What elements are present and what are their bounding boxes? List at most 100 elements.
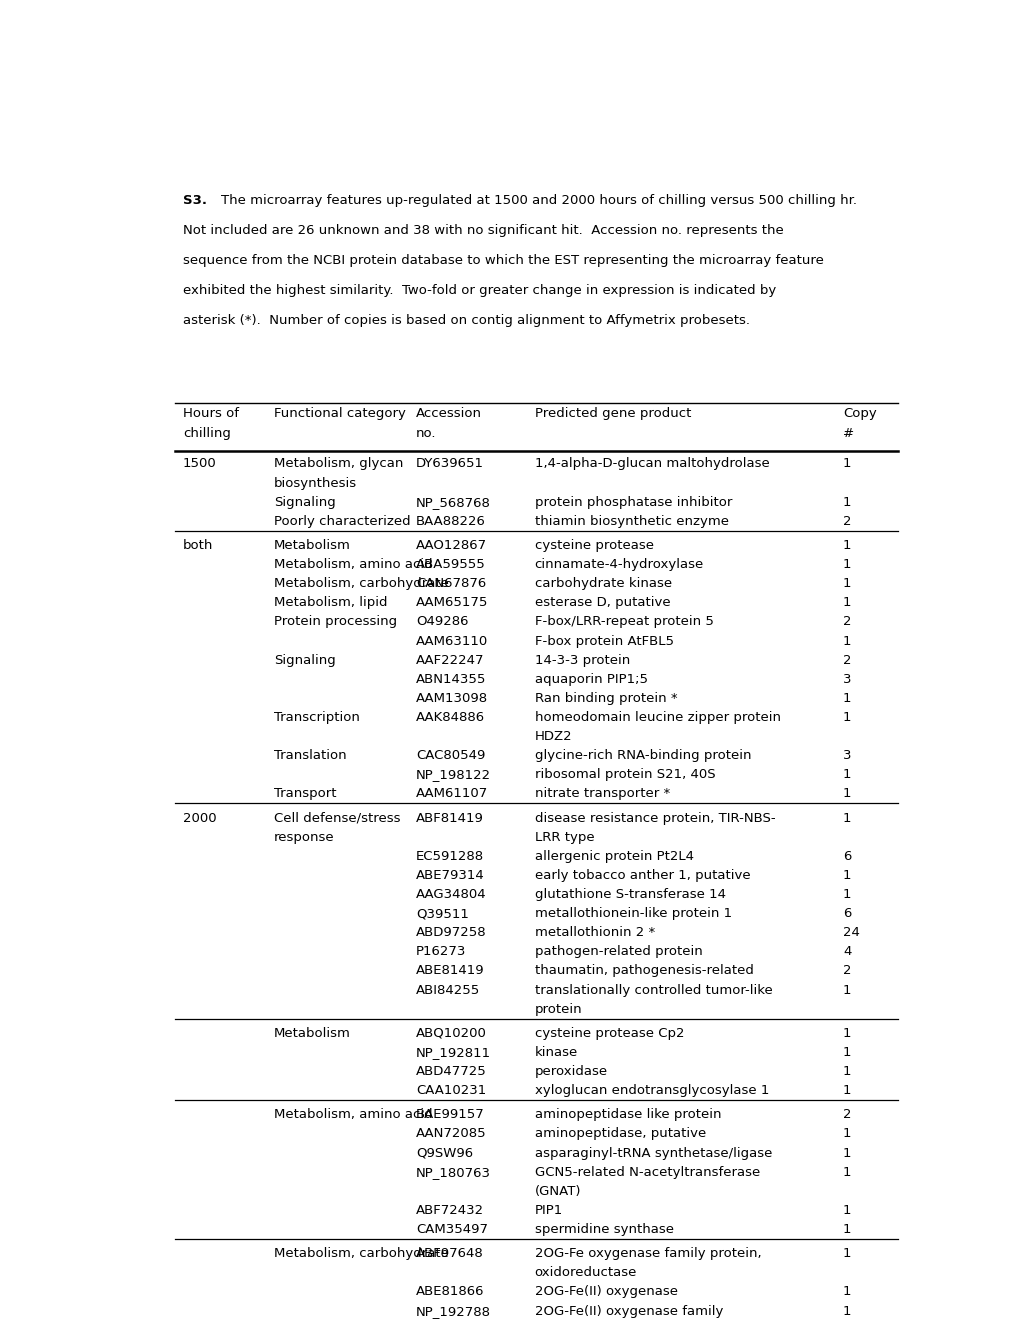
Text: CAA10231: CAA10231 [416, 1084, 486, 1097]
Text: Not included are 26 unknown and 38 with no significant hit.  Accession no. repre: Not included are 26 unknown and 38 with … [182, 224, 783, 238]
Text: 1: 1 [842, 1247, 851, 1261]
Text: carbohydrate kinase: carbohydrate kinase [534, 577, 672, 590]
Text: NP_192811: NP_192811 [416, 1045, 491, 1059]
Text: EC591288: EC591288 [416, 850, 484, 863]
Text: 24: 24 [842, 927, 859, 940]
Text: chilling: chilling [182, 426, 230, 440]
Text: 1: 1 [842, 788, 851, 800]
Text: thiamin biosynthetic enzyme: thiamin biosynthetic enzyme [534, 515, 728, 528]
Text: disease resistance protein, TIR-NBS-: disease resistance protein, TIR-NBS- [534, 812, 774, 825]
Text: NP_180763: NP_180763 [416, 1166, 490, 1179]
Text: Signaling: Signaling [273, 496, 335, 508]
Text: Copy: Copy [842, 408, 875, 420]
Text: ABD97258: ABD97258 [416, 927, 486, 940]
Text: ABF81419: ABF81419 [416, 812, 483, 825]
Text: AAM65175: AAM65175 [416, 597, 488, 610]
Text: ribosomal protein S21, 40S: ribosomal protein S21, 40S [534, 768, 714, 781]
Text: kinase: kinase [534, 1045, 578, 1059]
Text: Signaling: Signaling [273, 653, 335, 667]
Text: 2OG-Fe(II) oxygenase family: 2OG-Fe(II) oxygenase family [534, 1304, 722, 1317]
Text: P16273: P16273 [416, 945, 466, 958]
Text: thaumatin, pathogenesis-related: thaumatin, pathogenesis-related [534, 965, 753, 977]
Text: early tobacco anther 1, putative: early tobacco anther 1, putative [534, 869, 750, 882]
Text: Metabolism, amino acid: Metabolism, amino acid [273, 558, 432, 572]
Text: Q9SW96: Q9SW96 [416, 1147, 473, 1159]
Text: 1: 1 [842, 597, 851, 610]
Text: 3: 3 [842, 673, 851, 685]
Text: AAM61107: AAM61107 [416, 788, 488, 800]
Text: sequence from the NCBI protein database to which the EST representing the microa: sequence from the NCBI protein database … [182, 253, 823, 267]
Text: Translation: Translation [273, 750, 346, 762]
Text: AAG34804: AAG34804 [416, 888, 486, 902]
Text: 1: 1 [842, 458, 851, 470]
Text: biosynthesis: biosynthesis [273, 477, 357, 490]
Text: PIP1: PIP1 [534, 1204, 562, 1217]
Text: aminopeptidase like protein: aminopeptidase like protein [534, 1109, 720, 1122]
Text: ABN14355: ABN14355 [416, 673, 486, 685]
Text: 2: 2 [842, 653, 851, 667]
Text: 1: 1 [842, 1304, 851, 1317]
Text: Transport: Transport [273, 788, 336, 800]
Text: 1: 1 [842, 1286, 851, 1299]
Text: oxidoreductase: oxidoreductase [534, 1266, 636, 1279]
Text: xyloglucan endotransglycosylase 1: xyloglucan endotransglycosylase 1 [534, 1084, 768, 1097]
Text: asparaginyl-tRNA synthetase/ligase: asparaginyl-tRNA synthetase/ligase [534, 1147, 771, 1159]
Text: 1: 1 [842, 1147, 851, 1159]
Text: Hours of: Hours of [182, 408, 238, 420]
Text: ABF97648: ABF97648 [416, 1247, 483, 1261]
Text: 1: 1 [842, 812, 851, 825]
Text: 2: 2 [842, 965, 851, 977]
Text: 2: 2 [842, 1109, 851, 1122]
Text: CAN67876: CAN67876 [416, 577, 486, 590]
Text: Q39511: Q39511 [416, 907, 469, 920]
Text: 4: 4 [842, 945, 851, 958]
Text: 1: 1 [842, 635, 851, 648]
Text: 2: 2 [842, 615, 851, 628]
Text: aminopeptidase, putative: aminopeptidase, putative [534, 1127, 705, 1140]
Text: 1: 1 [842, 1224, 851, 1236]
Text: Metabolism: Metabolism [273, 539, 351, 552]
Text: Metabolism, amino acid: Metabolism, amino acid [273, 1109, 432, 1122]
Text: protein: protein [534, 1003, 582, 1015]
Text: 1: 1 [842, 539, 851, 552]
Text: 2000: 2000 [182, 812, 216, 825]
Text: peroxidase: peroxidase [534, 1065, 607, 1078]
Text: glycine-rich RNA-binding protein: glycine-rich RNA-binding protein [534, 750, 750, 762]
Text: Predicted gene product: Predicted gene product [534, 408, 690, 420]
Text: AAM63110: AAM63110 [416, 635, 488, 648]
Text: 1: 1 [842, 768, 851, 781]
Text: 1: 1 [842, 1027, 851, 1040]
Text: 1: 1 [842, 1127, 851, 1140]
Text: homeodomain leucine zipper protein: homeodomain leucine zipper protein [534, 711, 780, 723]
Text: CAC80549: CAC80549 [416, 750, 485, 762]
Text: 1: 1 [842, 1045, 851, 1059]
Text: 1500: 1500 [182, 458, 216, 470]
Text: spermidine synthase: spermidine synthase [534, 1224, 673, 1236]
Text: NP_198122: NP_198122 [416, 768, 491, 781]
Text: Metabolism, glycan: Metabolism, glycan [273, 458, 403, 470]
Text: 2OG-Fe oxygenase family protein,: 2OG-Fe oxygenase family protein, [534, 1247, 760, 1261]
Text: 1,4-alpha-D-glucan maltohydrolase: 1,4-alpha-D-glucan maltohydrolase [534, 458, 768, 470]
Text: allergenic protein Pt2L4: allergenic protein Pt2L4 [534, 850, 693, 863]
Text: 1: 1 [842, 1166, 851, 1179]
Text: NP_568768: NP_568768 [416, 496, 490, 508]
Text: 14-3-3 protein: 14-3-3 protein [534, 653, 630, 667]
Text: 1: 1 [842, 558, 851, 572]
Text: no.: no. [416, 426, 436, 440]
Text: BAA88226: BAA88226 [416, 515, 485, 528]
Text: 1: 1 [842, 711, 851, 723]
Text: #: # [842, 426, 853, 440]
Text: AAO12867: AAO12867 [416, 539, 487, 552]
Text: protein phosphatase inhibitor: protein phosphatase inhibitor [534, 496, 732, 508]
Text: pathogen-related protein: pathogen-related protein [534, 945, 702, 958]
Text: AAN72085: AAN72085 [416, 1127, 486, 1140]
Text: 1: 1 [842, 1084, 851, 1097]
Text: 1: 1 [842, 577, 851, 590]
Text: Metabolism, carbohydrate: Metabolism, carbohydrate [273, 1247, 448, 1261]
Text: metallothionein-like protein 1: metallothionein-like protein 1 [534, 907, 731, 920]
Text: Transcription: Transcription [273, 711, 360, 723]
Text: ABE81419: ABE81419 [416, 965, 484, 977]
Text: DY639651: DY639651 [416, 458, 484, 470]
Text: The microarray features up-regulated at 1500 and 2000 hours of chilling versus 5: The microarray features up-regulated at … [220, 194, 856, 207]
Text: ABF72432: ABF72432 [416, 1204, 484, 1217]
